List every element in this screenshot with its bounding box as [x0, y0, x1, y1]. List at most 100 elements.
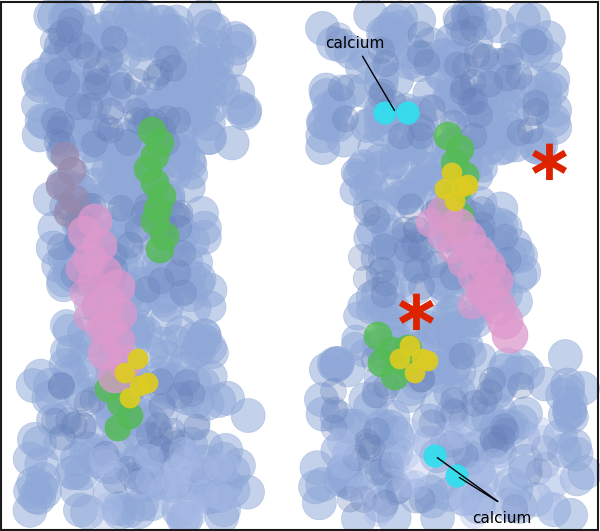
Circle shape [63, 42, 97, 76]
Circle shape [16, 369, 50, 402]
Circle shape [347, 475, 375, 503]
Circle shape [196, 47, 230, 81]
Circle shape [34, 0, 68, 33]
Circle shape [77, 93, 103, 119]
Circle shape [482, 432, 509, 458]
Circle shape [402, 232, 428, 258]
Circle shape [160, 427, 185, 453]
Circle shape [354, 173, 382, 200]
Circle shape [101, 128, 135, 162]
Circle shape [306, 119, 340, 153]
Circle shape [412, 349, 432, 369]
Circle shape [470, 249, 506, 285]
Circle shape [438, 235, 466, 263]
Circle shape [452, 177, 472, 197]
Circle shape [132, 102, 166, 136]
Circle shape [176, 145, 206, 175]
Circle shape [481, 242, 515, 276]
Circle shape [188, 319, 221, 350]
Circle shape [14, 474, 47, 508]
Circle shape [440, 388, 467, 414]
Circle shape [346, 153, 374, 181]
Circle shape [113, 0, 147, 34]
Circle shape [95, 247, 129, 281]
Circle shape [383, 264, 416, 298]
Circle shape [437, 201, 463, 227]
Circle shape [566, 371, 599, 405]
Circle shape [395, 236, 421, 262]
Circle shape [403, 246, 437, 280]
Circle shape [317, 347, 351, 381]
Circle shape [480, 289, 516, 325]
Circle shape [145, 375, 179, 409]
Circle shape [145, 257, 178, 291]
Circle shape [62, 207, 96, 241]
Circle shape [83, 444, 117, 478]
Circle shape [459, 24, 493, 58]
Circle shape [89, 446, 117, 474]
Circle shape [443, 326, 471, 354]
Circle shape [313, 91, 346, 125]
Circle shape [127, 113, 160, 148]
Circle shape [119, 288, 151, 320]
Circle shape [493, 487, 527, 522]
Circle shape [127, 461, 160, 495]
Circle shape [131, 24, 166, 58]
Circle shape [438, 202, 464, 228]
Circle shape [49, 348, 81, 381]
Circle shape [506, 420, 540, 454]
Circle shape [386, 477, 412, 503]
Circle shape [61, 412, 87, 438]
Circle shape [184, 335, 215, 366]
Circle shape [123, 403, 157, 437]
Circle shape [138, 153, 168, 183]
Circle shape [101, 270, 135, 304]
Circle shape [305, 11, 340, 45]
Circle shape [159, 202, 193, 236]
Circle shape [469, 261, 496, 287]
Circle shape [520, 34, 553, 68]
Circle shape [179, 100, 214, 134]
Circle shape [437, 128, 471, 162]
Circle shape [439, 76, 473, 110]
Circle shape [206, 72, 240, 106]
Circle shape [78, 204, 112, 238]
Circle shape [371, 275, 405, 309]
Circle shape [325, 29, 359, 63]
Circle shape [51, 142, 79, 170]
Circle shape [487, 48, 521, 82]
Circle shape [432, 135, 460, 163]
Circle shape [517, 3, 550, 37]
Circle shape [143, 94, 176, 128]
Circle shape [436, 323, 464, 350]
Circle shape [47, 168, 77, 198]
Circle shape [93, 279, 127, 313]
Circle shape [551, 374, 585, 408]
Circle shape [134, 277, 160, 303]
Circle shape [179, 381, 205, 407]
Circle shape [194, 332, 227, 364]
Circle shape [153, 78, 187, 112]
Circle shape [304, 383, 338, 417]
Circle shape [105, 415, 131, 441]
Circle shape [373, 433, 407, 467]
Circle shape [189, 430, 223, 464]
Circle shape [119, 186, 153, 220]
Circle shape [175, 173, 205, 202]
Circle shape [94, 27, 128, 61]
Circle shape [308, 106, 341, 140]
Circle shape [162, 430, 196, 464]
Circle shape [439, 434, 473, 468]
Circle shape [328, 460, 362, 494]
Circle shape [108, 302, 140, 335]
Circle shape [124, 69, 150, 95]
Circle shape [161, 23, 196, 57]
Circle shape [202, 383, 236, 417]
Circle shape [145, 90, 178, 124]
Circle shape [432, 477, 466, 511]
Circle shape [364, 100, 398, 134]
Circle shape [482, 48, 516, 82]
Circle shape [508, 444, 542, 478]
Circle shape [118, 365, 152, 399]
Circle shape [384, 228, 418, 262]
